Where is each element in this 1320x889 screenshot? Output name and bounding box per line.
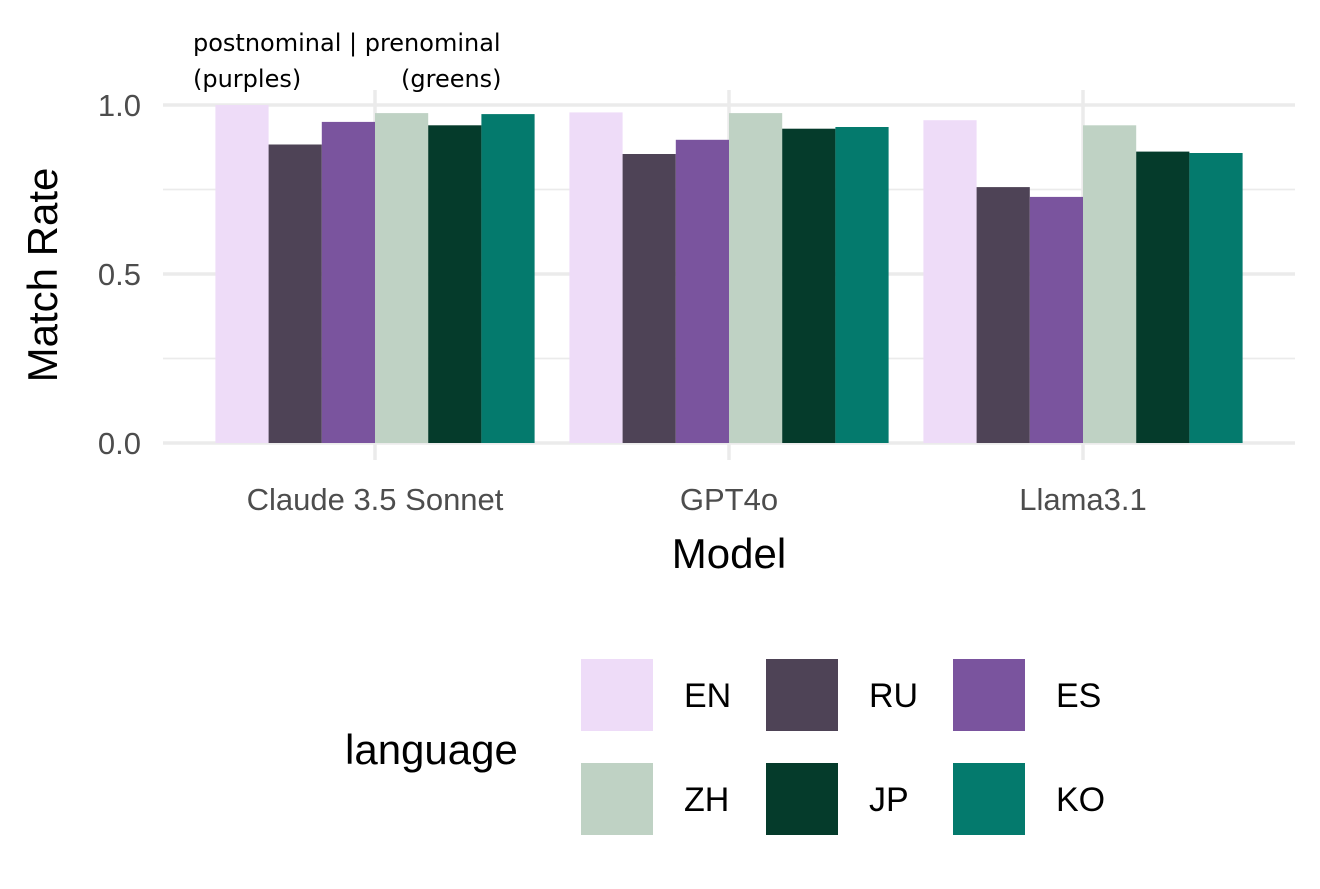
x-tick-labels: Claude 3.5 Sonnet GPT4o Llama3.1 [247, 482, 1147, 517]
legend: EN RU ES ZH JP KO [581, 659, 1105, 835]
x-tick-label: Llama3.1 [1019, 482, 1147, 517]
bar-es-1 [321, 121, 375, 444]
bar-zh-3 [1083, 125, 1137, 444]
legend-swatch [953, 763, 1025, 835]
y-tick-labels: 0.0 0.5 1.0 [98, 88, 141, 461]
legend-label: KO [1056, 781, 1105, 819]
legend-swatch [766, 659, 838, 731]
annotation-greens: (greens) [401, 65, 502, 93]
x-tick-label: GPT4o [680, 482, 778, 517]
legend-swatch [953, 659, 1025, 731]
bar-es-3 [1029, 196, 1083, 443]
legend-swatch [581, 763, 653, 835]
x-axis-title: Model [672, 530, 786, 577]
bar-zh-1 [375, 113, 429, 443]
legend-swatch [766, 763, 838, 835]
bar-ko-2 [835, 127, 889, 443]
bar-jp-3 [1136, 151, 1190, 443]
legend-label: EN [684, 677, 731, 715]
bar-en-2 [569, 112, 623, 444]
bar-ko-1 [481, 114, 535, 443]
legend-label: ZH [684, 781, 729, 819]
bar-jp-1 [428, 125, 482, 444]
legend-label: ES [1056, 677, 1101, 715]
y-tick-label: 0.0 [98, 426, 141, 461]
legend-title: language [345, 726, 518, 773]
bar-ko-3 [1189, 153, 1243, 443]
y-tick-label: 1.0 [98, 88, 141, 123]
y-tick-label: 0.5 [98, 257, 141, 292]
bar-en-3 [923, 120, 977, 443]
y-axis-title: Match Rate [19, 168, 66, 383]
legend-item-ru: RU [766, 659, 918, 731]
bar-ru-2 [622, 154, 676, 443]
legend-item-en: EN [581, 659, 731, 731]
legend-item-jp: JP [766, 763, 909, 835]
legend-item-ko: KO [953, 763, 1105, 835]
annotation-purples: (purples) [193, 65, 301, 93]
legend-item-es: ES [953, 659, 1101, 731]
bar-en-1 [215, 105, 269, 443]
annotation-line-1: postnominal | prenominal [193, 29, 501, 57]
bar-es-2 [675, 139, 729, 444]
bar-ru-3 [976, 187, 1030, 443]
legend-label: JP [869, 781, 909, 819]
bar-zh-2 [729, 113, 783, 443]
legend-swatch [581, 659, 653, 731]
legend-label: RU [869, 677, 918, 715]
legend-item-zh: ZH [581, 763, 729, 835]
bar-ru-1 [268, 144, 322, 443]
x-tick-label: Claude 3.5 Sonnet [247, 482, 504, 517]
bars [215, 105, 1243, 444]
bar-jp-2 [782, 128, 836, 443]
